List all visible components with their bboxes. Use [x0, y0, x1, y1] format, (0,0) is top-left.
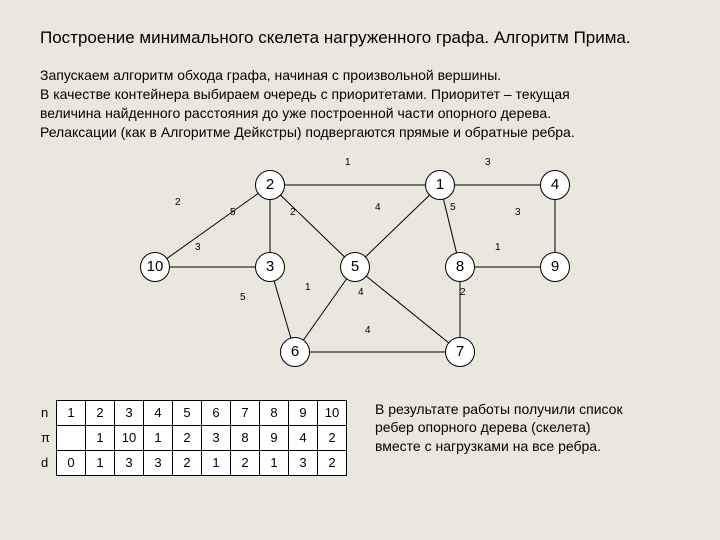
edge-weight: 1 [495, 242, 501, 253]
edge-weight: 5 [230, 207, 236, 218]
table-cell: 3 [288, 450, 317, 475]
edge-weight: 2 [460, 287, 466, 298]
graph-diagram: 13252453315142421410358967 [80, 152, 640, 382]
intro-line: В качестве контейнера выбираем очередь с… [40, 86, 570, 102]
edge-weight: 5 [240, 292, 246, 303]
table-row-header: d [40, 450, 56, 475]
table-cell: 8 [259, 400, 288, 425]
intro-text: Запускаем алгоритм обхода графа, начиная… [40, 66, 690, 142]
intro-line: величина найденного расстояния до уже по… [40, 105, 551, 121]
edge-weight: 4 [365, 325, 371, 336]
table-cell: 2 [85, 400, 114, 425]
graph-node: 1 [425, 170, 455, 200]
intro-line: Релаксации (как в Алгоритме Дейкстры) по… [40, 124, 575, 140]
intro-line: Запускаем алгоритм обхода графа, начиная… [40, 67, 501, 83]
graph-node: 3 [255, 252, 285, 282]
table-cell: 1 [143, 425, 172, 450]
graph-node: 5 [340, 252, 370, 282]
page-title: Построение минимального скелета нагружен… [40, 28, 690, 48]
edge-weight: 5 [450, 202, 456, 213]
edge-weight: 2 [290, 207, 296, 218]
table-cell: 3 [114, 400, 143, 425]
table-cell: 1 [85, 450, 114, 475]
table-cell: 2 [172, 450, 201, 475]
caption-line: ребер опорного дерева (скелета) [375, 419, 591, 435]
table-cell: 2 [172, 425, 201, 450]
edge-weight: 1 [305, 282, 311, 293]
table-cell: 5 [172, 400, 201, 425]
table-cell: 3 [143, 450, 172, 475]
edge-weight: 3 [195, 242, 201, 253]
edge-weight: 1 [345, 157, 351, 168]
caption-line: В результате работы получили список [375, 401, 623, 417]
table-cell: 2 [317, 450, 346, 475]
table-row-header: π [40, 425, 56, 450]
edge-weight: 4 [375, 202, 381, 213]
table-cell: 10 [317, 400, 346, 425]
table-row-header: n [40, 400, 56, 425]
result-caption: В результате работы получили список ребер… [375, 400, 623, 457]
graph-node: 2 [255, 170, 285, 200]
table-cell: 2 [230, 450, 259, 475]
table-cell [56, 425, 85, 450]
table-cell: 3 [201, 425, 230, 450]
edge-weight: 2 [175, 197, 181, 208]
table-cell: 2 [317, 425, 346, 450]
table-cell: 1 [56, 400, 85, 425]
edge-weight: 3 [515, 207, 521, 218]
caption-line: вместе с нагрузками на все ребра. [375, 438, 601, 454]
graph-node: 10 [140, 252, 170, 282]
edge-weight: 4 [358, 287, 364, 298]
graph-node: 6 [280, 337, 310, 367]
table-cell: 8 [230, 425, 259, 450]
table-cell: 4 [143, 400, 172, 425]
table-cell: 9 [259, 425, 288, 450]
edge-weight: 3 [485, 157, 491, 168]
table-cell: 3 [114, 450, 143, 475]
result-table: n12345678910π1101238942d0133212132 [40, 400, 347, 476]
table-cell: 4 [288, 425, 317, 450]
table-cell: 1 [85, 425, 114, 450]
graph-node: 7 [445, 337, 475, 367]
table-cell: 7 [230, 400, 259, 425]
table-cell: 9 [288, 400, 317, 425]
table-cell: 1 [201, 450, 230, 475]
table-cell: 0 [56, 450, 85, 475]
graph-node: 9 [540, 252, 570, 282]
table-cell: 6 [201, 400, 230, 425]
graph-node: 8 [445, 252, 475, 282]
table-cell: 1 [259, 450, 288, 475]
graph-node: 4 [540, 170, 570, 200]
table-cell: 10 [114, 425, 143, 450]
